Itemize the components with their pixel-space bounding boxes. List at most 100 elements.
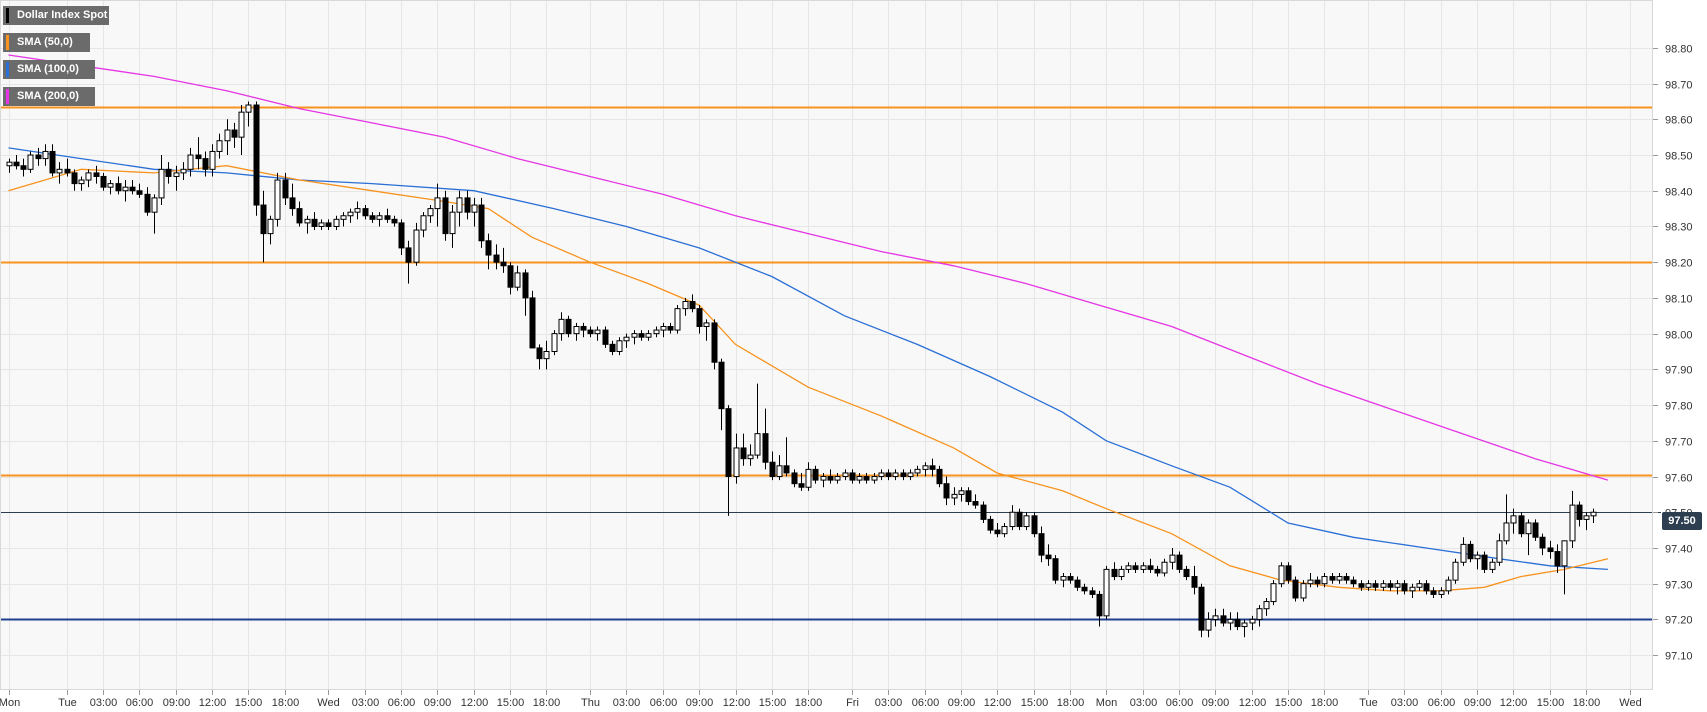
candle-body [529,297,536,349]
candle-body [384,215,391,220]
candle-body [1118,568,1125,578]
candle-body [35,154,42,160]
candle-body [434,197,441,210]
candle-body [951,493,958,499]
candle-body [1081,586,1088,592]
y-tick-label: 97.70 [1665,437,1693,449]
x-tick-label: Wed [1619,697,1641,709]
candle-body [129,186,136,192]
candle-body [1001,526,1008,535]
candlesticks [6,101,1597,638]
x-tick-label: 18:00 [1057,697,1085,709]
legend-label-sma-50: SMA (50,0) [17,36,73,48]
candle-body [100,175,107,188]
legend-item-price[interactable]: Dollar Index Spot [3,6,109,25]
candle-body [64,168,71,174]
candle-body [645,333,652,338]
candle-body [289,197,296,210]
candle-body [798,483,805,488]
candle-body [674,308,681,331]
candle-body [1532,522,1539,538]
x-tick-label: 06:00 [1166,697,1194,709]
candle-body [180,168,187,174]
x-tick-label: 06:00 [650,697,678,709]
candle-body [1249,618,1256,624]
plot-background [0,0,1653,690]
candle-body [747,454,754,460]
candle-body [165,168,172,177]
candle-body [456,197,463,213]
candle-body [740,447,747,460]
x-tick-label: 06:00 [388,697,416,709]
candle-body [1263,601,1270,610]
candle-body [1387,583,1394,588]
candle-body [536,347,543,360]
legend-swatch-sma-200 [6,89,9,104]
candle-body [1111,568,1118,578]
x-tick-label: 12:00 [199,697,227,709]
x-tick-label: 03:00 [1391,697,1419,709]
x-tick-label: 15:00 [497,697,525,709]
candle-body [1474,554,1481,560]
candle-body [594,329,601,335]
candle-body [1510,515,1517,524]
candle-body [253,104,260,206]
candle-body [587,329,594,335]
candle-body [1154,568,1161,574]
candle-body [195,154,202,160]
candle-body [1590,511,1597,517]
candle-body [1314,579,1321,585]
y-tick-label: 98.50 [1665,151,1693,163]
candle-body [1409,586,1416,592]
x-tick-label: Mon [0,697,20,709]
x-tick-label: 15:00 [759,697,787,709]
candle-body [849,472,856,481]
candle-body [1503,522,1510,542]
candle-body [478,204,485,242]
candle-body [20,165,27,170]
candle-body [493,254,500,263]
candle-body [1358,583,1365,588]
x-tick-label: 09:00 [1464,697,1492,709]
x-tick-label: 12:00 [461,697,489,709]
candle-body [1140,565,1147,570]
legend-swatch-sma-100 [6,62,9,77]
candle-body [682,300,689,310]
candle-body [485,240,492,256]
candle-body [1343,576,1350,581]
x-tick-label: 06:00 [912,697,940,709]
legend-item-sma-50[interactable]: SMA (50,0) [3,33,90,52]
candle-body [1191,576,1198,588]
legend-item-sma-100[interactable]: SMA (100,0) [3,60,95,79]
y-tick-label: 97.80 [1665,401,1693,413]
candle-body [507,265,514,288]
candle-body [1096,593,1103,617]
legend-item-sma-200[interactable]: SMA (200,0) [3,87,95,106]
candle-body [878,472,885,478]
candle-body [958,490,965,495]
candle-body [965,490,972,503]
candle-body [93,172,100,177]
candle-body [1380,583,1387,588]
x-tick-label: 09:00 [1202,697,1230,709]
x-tick-label: 03:00 [352,697,380,709]
y-tick-label: 97.20 [1665,615,1693,627]
candle-body [580,325,587,331]
candle-body [224,129,231,142]
candle-body [260,204,267,235]
candle-body [892,472,899,478]
candle-body [1103,568,1110,617]
candle-body [274,179,281,220]
candle-body [1365,583,1372,588]
y-tick-label: 97.40 [1665,544,1693,556]
candle-body [1031,515,1038,535]
candle-body [1496,540,1503,563]
candle-body [1023,515,1030,528]
candle-body [725,408,732,478]
x-tick-label: 15:00 [1275,697,1303,709]
candle-body [85,172,92,181]
legend-swatch-sma-50 [6,35,9,50]
candle-body [558,318,565,335]
candle-body [136,190,143,195]
